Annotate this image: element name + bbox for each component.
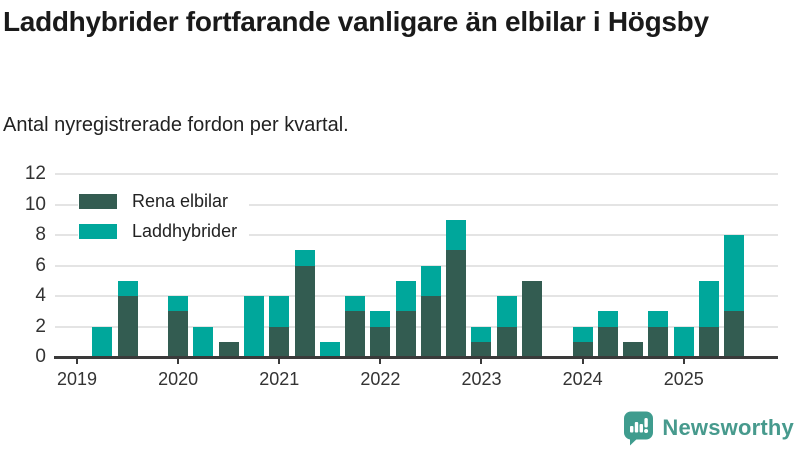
legend-item-laddhybrider: Laddhybrider xyxy=(78,221,250,241)
bar-2022-q2-elbilar xyxy=(395,311,416,357)
bar-2024-q3-elbilar xyxy=(623,341,644,357)
bar-2025-q2-laddhybrider xyxy=(699,280,719,327)
bar-2022-q4-elbilar xyxy=(446,250,467,357)
x-axis-label-2023: 2023 xyxy=(461,369,502,389)
gridline-y-8 xyxy=(55,234,778,236)
gridline-y-10 xyxy=(55,203,778,206)
bar-2025-q3-laddhybrider xyxy=(724,235,745,312)
gridline-y-2 xyxy=(55,325,778,328)
bar-2019-q2-laddhybrider xyxy=(92,326,113,357)
gridline-y-4 xyxy=(55,295,778,297)
y-axis-label-0: 0 xyxy=(35,346,46,367)
x-axis-tick-2024 xyxy=(581,358,584,364)
x-axis-tick-2023 xyxy=(480,358,483,364)
x-axis-label-2022: 2022 xyxy=(360,369,401,389)
bar-2024-q1-laddhybrider xyxy=(572,326,593,342)
bar-2025-q1-laddhybrider xyxy=(673,326,694,357)
x-axis-tick-2025 xyxy=(682,358,685,364)
bar-2020-q2-laddhybrider xyxy=(193,326,214,357)
legend-label-laddhybrider: Laddhybrider xyxy=(132,221,238,241)
legend-label-rena-elbilar: Rena elbilar xyxy=(132,191,229,211)
bar-2023-q1-elbilar xyxy=(471,341,492,357)
bar-2020-q4-laddhybrider xyxy=(243,296,264,357)
newsworthy-logo-icon xyxy=(624,411,654,446)
bar-2024-q4-elbilar xyxy=(648,326,669,357)
x-axis-tick-2020 xyxy=(177,358,180,364)
x-axis-label-2021: 2021 xyxy=(259,369,300,389)
x-axis-label-2020: 2020 xyxy=(158,369,199,389)
y-axis-label-12: 12 xyxy=(24,163,46,184)
bar-2023-q1-laddhybrider xyxy=(471,326,492,342)
legend-swatch-rena-elbilar xyxy=(79,193,117,209)
brand-name: Newsworthy xyxy=(662,415,794,440)
bar-2022-q2-laddhybrider xyxy=(395,280,416,312)
x-axis-label-2025: 2025 xyxy=(663,369,704,389)
x-axis-line xyxy=(54,355,778,359)
bar-2021-q1-laddhybrider xyxy=(269,296,290,327)
brand-footer: Newsworthy xyxy=(623,410,794,446)
bar-2022-q3-elbilar xyxy=(420,296,441,357)
bar-2023-q2-laddhybrider xyxy=(496,296,517,327)
bar-2024-q4-laddhybrider xyxy=(648,311,669,327)
bar-2022-q3-laddhybrider xyxy=(420,265,441,296)
bar-2020-q1-elbilar xyxy=(168,311,189,357)
bar-2019-q3-laddhybrider xyxy=(117,280,138,296)
y-axis-label-6: 6 xyxy=(35,254,46,276)
bar-2022-q1-laddhybrider xyxy=(370,311,391,327)
gridline-y-12 xyxy=(55,173,778,175)
bar-2024-q2-elbilar xyxy=(597,326,618,357)
y-axis-label-4: 4 xyxy=(35,285,46,306)
bar-2023-q2-elbilar xyxy=(496,326,517,357)
y-axis-label-2: 2 xyxy=(35,315,46,337)
y-axis-label-10: 10 xyxy=(24,193,46,215)
bar-2019-q3-elbilar xyxy=(117,296,138,357)
bar-2020-q3-elbilar xyxy=(218,341,239,357)
bar-2023-q3-elbilar xyxy=(522,280,543,357)
bar-2025-q2-elbilar xyxy=(699,326,719,357)
bar-2025-q3-elbilar xyxy=(724,311,745,357)
gridline-y-6 xyxy=(55,264,778,267)
x-axis-tick-2019 xyxy=(76,358,78,364)
legend-swatch-laddhybrider xyxy=(79,223,117,239)
bar-2021-q3-laddhybrider xyxy=(319,341,340,357)
bar-2021-q1-elbilar xyxy=(269,326,290,357)
y-axis-label-8: 8 xyxy=(35,224,46,245)
bar-2024-q2-laddhybrider xyxy=(597,311,618,327)
x-axis-label-2024: 2024 xyxy=(562,369,603,389)
x-axis-label-2019: 2019 xyxy=(56,369,98,389)
chart-subtitle: Antal nyregistrerade fordon per kvartal. xyxy=(3,114,349,136)
chart-legend: Rena elbilar Laddhybrider xyxy=(78,191,250,241)
bar-2021-q4-laddhybrider xyxy=(345,296,366,312)
x-axis-tick-2021 xyxy=(278,358,281,364)
legend-item-rena-elbilar: Rena elbilar xyxy=(78,191,250,211)
bar-2024-q1-elbilar xyxy=(572,341,593,357)
x-axis-tick-2022 xyxy=(379,358,382,364)
bar-2022-q1-elbilar xyxy=(370,326,391,357)
chart-title: Laddhybrider fortfarande vanligare än el… xyxy=(3,6,709,37)
bar-2021-q2-laddhybrider xyxy=(294,250,315,266)
bar-2021-q2-elbilar xyxy=(294,265,315,357)
bar-2022-q4-laddhybrider xyxy=(446,219,467,251)
bar-2021-q4-elbilar xyxy=(345,311,366,357)
bar-2020-q1-laddhybrider xyxy=(168,296,189,312)
